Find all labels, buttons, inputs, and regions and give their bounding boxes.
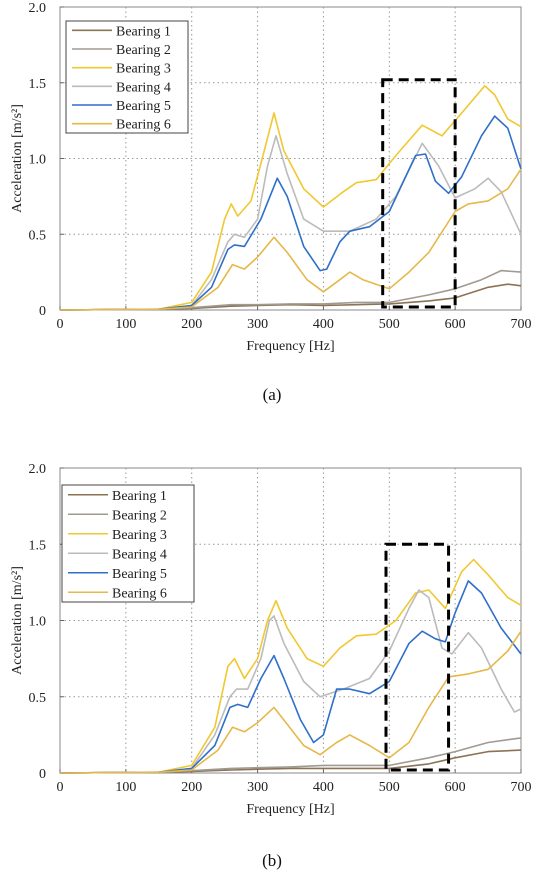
- y-tick-label: 2.0: [29, 1, 47, 16]
- x-tick-label: 300: [247, 317, 268, 332]
- figure-caption: (b): [262, 851, 282, 870]
- series-line-bearing-2: [59, 269, 522, 311]
- legend-label: Bearing 6: [112, 586, 167, 601]
- legend-label: Bearing 4: [112, 547, 167, 562]
- x-tick-label: 400: [313, 317, 334, 332]
- x-tick-label: 100: [115, 780, 136, 795]
- legend-label: Bearing 2: [116, 43, 171, 58]
- x-tick-label: 700: [511, 317, 532, 332]
- y-tick-label: 0: [39, 304, 46, 319]
- x-tick-label: 0: [57, 317, 64, 332]
- series-line-bearing-5: [59, 580, 522, 774]
- series-line-bearing-4: [59, 135, 522, 311]
- y-axis-label: Acceleration [m/s²]: [10, 566, 25, 675]
- dashed-highlight-box: [381, 78, 457, 309]
- series-line-bearing-3: [59, 558, 522, 774]
- y-tick-label: 0.5: [29, 228, 47, 243]
- series-line-bearing-6: [59, 168, 522, 311]
- y-tick-label: 1.0: [29, 615, 47, 630]
- x-tick-label: 300: [247, 780, 268, 795]
- y-tick-label: 2.0: [29, 462, 47, 477]
- series-line-bearing-3: [59, 85, 522, 311]
- legend-box: [65, 20, 189, 134]
- x-tick-label: 500: [379, 317, 400, 332]
- y-tick-label: 1.5: [29, 77, 47, 92]
- y-tick-label: 0: [39, 767, 46, 782]
- legend-label: Bearing 3: [112, 528, 167, 543]
- figure-caption: (a): [263, 385, 282, 404]
- legend-label: Bearing 3: [116, 62, 171, 77]
- legend-box: [61, 484, 195, 603]
- y-tick-label: 1.0: [29, 153, 47, 168]
- x-tick-label: 500: [379, 780, 400, 795]
- y-tick-label: 0.5: [29, 691, 47, 706]
- x-axis-label: Frequency [Hz]: [246, 802, 334, 817]
- series-line-bearing-6: [59, 630, 522, 774]
- legend-label: Bearing 4: [116, 80, 171, 95]
- chart-b: 0 100 200 300 400 500 600 700 0 0.5 1.0 1.5 2.0 Frequ…: [10, 462, 532, 870]
- series-line-bearing-5: [59, 115, 522, 311]
- legend-label: Bearing 1: [116, 24, 171, 39]
- legend-label: Bearing 1: [112, 489, 167, 504]
- legend-label: Bearing 6: [116, 118, 171, 133]
- legend-label: Bearing 5: [116, 99, 171, 114]
- y-axis-label: Acceleration [m/s²]: [10, 104, 25, 213]
- x-tick-label: 200: [181, 780, 202, 795]
- x-tick-label: 600: [445, 780, 466, 795]
- legend-label: Bearing 5: [112, 567, 167, 582]
- x-tick-label: 100: [115, 317, 136, 332]
- chart-a: 0 100 200 300 400 500 600 700 0 0.5 1.0 1.5 2.0 Frequ…: [10, 1, 532, 404]
- x-tick-label: 400: [313, 780, 334, 795]
- x-tick-label: 600: [445, 317, 466, 332]
- y-tick-label: 1.5: [29, 538, 47, 553]
- x-tick-label: 200: [181, 317, 202, 332]
- series-line-bearing-1: [59, 283, 522, 311]
- x-tick-label: 0: [57, 780, 64, 795]
- series-line-bearing-4: [59, 589, 522, 774]
- x-axis-label: Frequency [Hz]: [246, 339, 334, 354]
- x-tick-label: 700: [511, 780, 532, 795]
- legend-label: Bearing 2: [112, 508, 167, 523]
